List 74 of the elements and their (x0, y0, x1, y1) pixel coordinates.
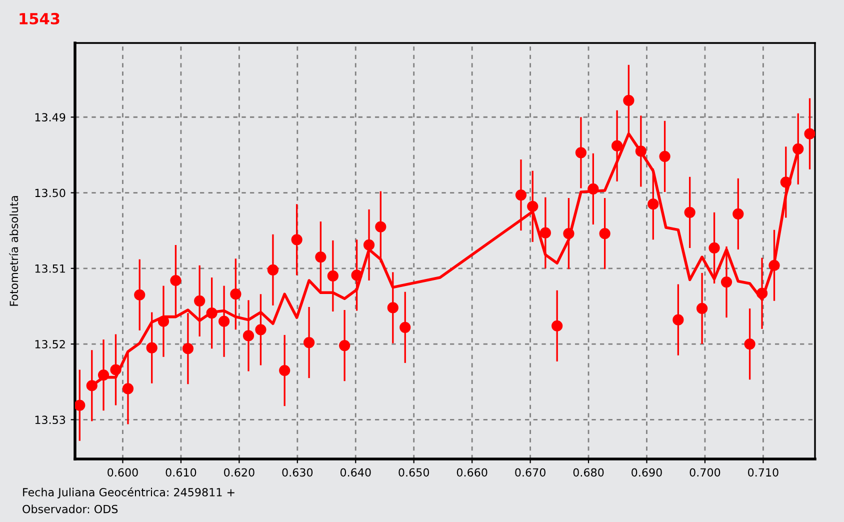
x-tick-label: 0.660 (456, 468, 488, 477)
point (315, 251, 326, 263)
chart-title: 1543 (20, 12, 60, 24)
point (599, 228, 610, 240)
point (540, 227, 551, 238)
point (552, 320, 563, 332)
y-axis-title: Fotometría absoluta (9, 196, 18, 306)
x-tick-label: 0.610 (166, 468, 196, 477)
point (86, 380, 98, 392)
x-tick-label: 0.600 (108, 468, 138, 477)
point (756, 288, 768, 299)
text: Observador: ODS (22, 504, 118, 514)
point (218, 316, 230, 327)
point (648, 198, 659, 210)
x-tick-label: 0.710 (748, 468, 778, 477)
point (327, 270, 338, 282)
x-tick-label: 0.680 (573, 468, 604, 477)
point (611, 140, 623, 152)
x-tick-label: 0.650 (398, 468, 430, 477)
point (110, 364, 122, 376)
point (563, 228, 574, 240)
y-tick-label: 13.53 (35, 416, 66, 424)
point (400, 322, 411, 333)
point (588, 183, 599, 195)
y-tick-label: 13.50 (35, 188, 66, 198)
point (792, 143, 804, 154)
point (182, 343, 194, 354)
point (255, 324, 266, 336)
point (267, 264, 279, 276)
x-tick-label: 0.620 (224, 468, 254, 477)
point (134, 289, 146, 300)
x-axis-title: Fecha Juliana Geocéntrica: 2459811 + (23, 487, 234, 498)
y-tick-label: 13.49 (35, 113, 66, 122)
point (804, 128, 815, 140)
x-tick-label: 0.690 (632, 468, 662, 477)
point (375, 221, 386, 232)
point (387, 302, 398, 314)
point (515, 189, 527, 201)
point (635, 146, 646, 157)
y-tick-label: 13.52 (35, 340, 65, 348)
x-tick-label: 0.630 (282, 468, 313, 477)
point (170, 274, 182, 286)
point (527, 200, 538, 212)
point (146, 342, 158, 354)
point (98, 369, 110, 381)
point (659, 150, 670, 162)
point (75, 400, 86, 411)
point (672, 314, 684, 326)
point (242, 330, 254, 342)
point (744, 338, 756, 350)
point (684, 206, 696, 218)
point (339, 340, 350, 352)
point (363, 239, 375, 251)
point (351, 270, 362, 281)
point (732, 208, 744, 220)
point (303, 336, 315, 348)
point (206, 307, 218, 319)
x-tick-label: 0.700 (690, 468, 720, 477)
x-tick-label: 0.670 (515, 468, 546, 477)
point (768, 260, 780, 271)
point (158, 316, 170, 327)
point (720, 276, 732, 288)
point (708, 242, 720, 254)
point (575, 147, 587, 158)
x-tick-label: 0.640 (340, 468, 371, 477)
point (696, 302, 708, 314)
point (230, 288, 242, 300)
point (279, 364, 290, 376)
point (780, 176, 792, 188)
point (122, 383, 134, 394)
y-tick-label: 13.51 (35, 264, 65, 273)
point (194, 295, 206, 306)
point (291, 234, 302, 246)
point (623, 94, 634, 106)
